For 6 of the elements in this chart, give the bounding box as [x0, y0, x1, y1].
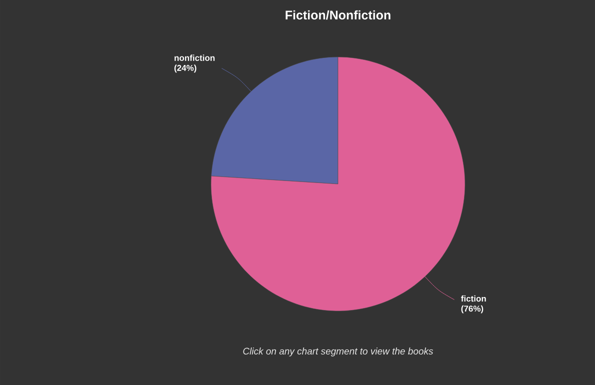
- data-label: (24%): [174, 64, 196, 73]
- data-label: (76%): [461, 305, 484, 314]
- slice-label: fiction: [461, 295, 486, 302]
- text: Click on any chart segment to view the books: [243, 348, 434, 356]
- slice-label: nonfiction: [174, 54, 215, 61]
- chart-title: Fiction/Nonfiction: [286, 10, 390, 20]
